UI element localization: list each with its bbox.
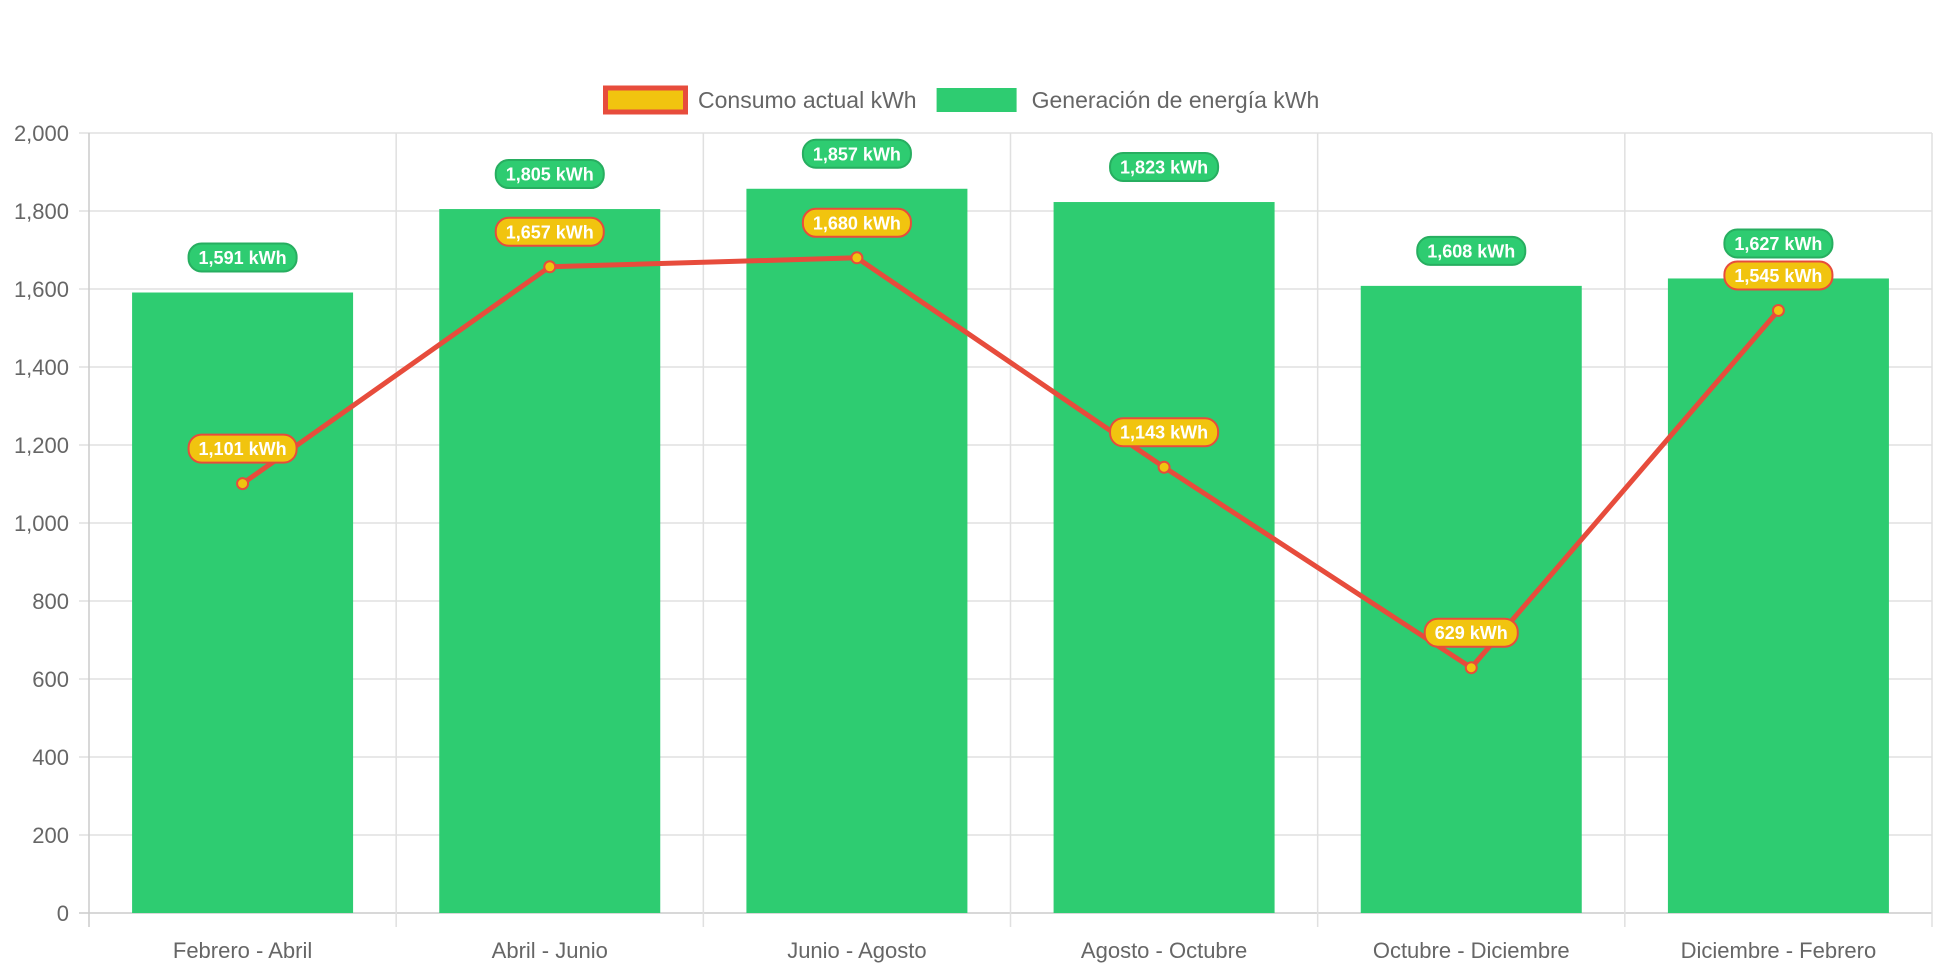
generation-data-label-bg [1109, 152, 1220, 183]
generation-data-label-bg [494, 159, 605, 190]
generation-data-label-text: 1,823 kWh [1120, 158, 1208, 178]
generation-data-label: 1,627 kWh [1723, 228, 1834, 259]
consumption-data-label: 629 kWh [1423, 617, 1519, 648]
y-tick-label: 600 [32, 667, 69, 692]
consumption-data-label-text: 1,545 kWh [1734, 266, 1822, 286]
consumption-data-label: 1,680 kWh [801, 207, 912, 238]
y-tick-label: 1,600 [14, 277, 69, 302]
y-tick-label: 1,200 [14, 433, 69, 458]
consumption-line [241, 255, 1781, 671]
grid-layer [79, 132, 1933, 927]
axis-layer: 0 200 400 600 800 1,000 1,200 1,400 1,600 1,800 2,… [14, 121, 1876, 963]
legend-label: Generación de energía kWh [1032, 87, 1320, 113]
generation-data-label-bg [1723, 228, 1834, 259]
generation-bar [1360, 285, 1582, 913]
consumption-data-label-text: 1,101 kWh [199, 439, 287, 459]
consumption-data-label-bg [1109, 417, 1220, 448]
x-tick-label: Abril - Junio [492, 938, 608, 963]
generation-data-label: 1,591 kWh [187, 242, 298, 273]
consumption-data-label-bg [1723, 260, 1834, 291]
y-tick-label: 1,800 [14, 199, 69, 224]
generation-bar [132, 292, 354, 913]
consumption-data-label-text: 1,680 kWh [813, 213, 901, 233]
consumption-point [1771, 303, 1785, 317]
consumption-point [236, 477, 250, 491]
legend-label: Consumo actual kWh [698, 87, 917, 113]
generation-bar [1053, 202, 1275, 913]
y-tick-label: 2,000 [14, 121, 69, 146]
consumption-data-label-bg [801, 207, 912, 238]
generation-bar [439, 209, 661, 914]
consumption-point [850, 251, 864, 265]
generation-bar [1667, 278, 1889, 914]
y-tick-label: 1,400 [14, 355, 69, 380]
legend: Consumo actual kWh Generación de energía … [603, 85, 1320, 115]
legend-item-consumption: Consumo actual kWh [603, 85, 917, 115]
generation-data-label-bg [1416, 235, 1527, 266]
generation-data-label-text: 1,591 kWh [199, 248, 287, 268]
y-tick-label: 1,000 [14, 511, 69, 536]
y-tick-label: 200 [32, 823, 69, 848]
consumption-point [543, 260, 557, 274]
x-tick-label: Diciembre - Febrero [1681, 938, 1877, 963]
consumption-data-label: 1,657 kWh [494, 216, 605, 247]
x-tick-label: Junio - Agosto [787, 938, 926, 963]
consumption-point [1157, 460, 1171, 474]
consumption-data-label: 1,101 kWh [187, 433, 298, 464]
line-layer [236, 251, 1785, 675]
consumption-data-label: 1,545 kWh [1723, 260, 1834, 291]
generation-data-label-text: 1,608 kWh [1427, 241, 1515, 261]
generation-bar [746, 188, 968, 913]
x-tick-label: Febrero - Abril [173, 938, 312, 963]
consumption-data-label-text: 1,657 kWh [506, 222, 594, 242]
consumption-data-label: 1,143 kWh [1109, 417, 1220, 448]
generation-data-label-text: 1,857 kWh [813, 144, 901, 164]
consumption-data-label-bg [187, 433, 298, 464]
generation-data-label-bg [801, 138, 912, 169]
generation-data-label-text: 1,805 kWh [506, 165, 594, 185]
generation-data-label-text: 1,627 kWh [1734, 234, 1822, 254]
legend-swatch [936, 88, 1017, 112]
y-tick-label: 0 [57, 901, 69, 926]
legend-item-generation: Generación de energía kWh [936, 87, 1320, 113]
generation-data-label: 1,857 kWh [801, 138, 912, 169]
y-tick-label: 800 [32, 589, 69, 614]
generation-data-label: 1,823 kWh [1109, 152, 1220, 183]
data-label-layer: 1,591 kWh 1,805 kWh 1,857 kWh 1,823 kWh 1,60… [187, 138, 1834, 648]
legend-swatch [603, 85, 688, 115]
generation-data-label: 1,608 kWh [1416, 235, 1527, 266]
x-tick-label: Agosto - Octubre [1081, 938, 1247, 963]
consumption-data-label-bg [494, 216, 605, 247]
generation-data-label: 1,805 kWh [494, 159, 605, 190]
consumption-data-label-text: 1,143 kWh [1120, 423, 1208, 443]
y-tick-label: 400 [32, 745, 69, 770]
consumption-data-label-bg [1423, 617, 1519, 648]
consumption-point [1464, 661, 1478, 675]
consumption-data-label-text: 629 kWh [1435, 623, 1508, 643]
generation-data-label-bg [187, 242, 298, 273]
x-tick-label: Octubre - Diciembre [1373, 938, 1570, 963]
